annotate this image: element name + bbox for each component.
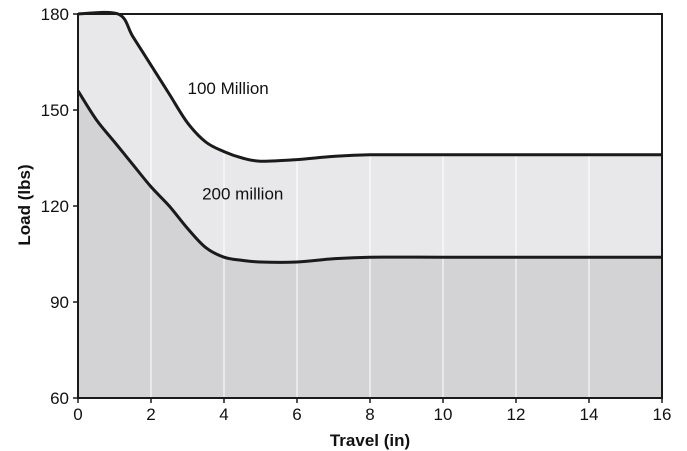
- x-tick-label: 16: [653, 405, 672, 424]
- grid-lines: [150, 14, 590, 398]
- x-tick-label: 6: [292, 405, 301, 424]
- series-line-100-million: [77, 10, 662, 163]
- x-tick-label: 14: [580, 405, 599, 424]
- x-tick-label: 8: [365, 405, 374, 424]
- y-axis-title: Load (lbs): [15, 164, 34, 245]
- x-tick-label: 10: [434, 405, 453, 424]
- y-tick-labels: 60 90 120 150 180: [41, 5, 78, 408]
- y-tick-label: 150: [41, 101, 69, 120]
- y-tick-label: 180: [41, 5, 69, 24]
- y-tick-label: 60: [50, 389, 69, 408]
- x-tick-labels: 0 2 4 6 8 10 12 14 16: [73, 398, 671, 424]
- series-lines: [76, 10, 662, 264]
- x-axis-title: Travel (in): [330, 431, 410, 450]
- x-tick-label: 12: [507, 405, 526, 424]
- x-tick-label: 0: [73, 405, 82, 424]
- y-tick-label: 120: [41, 197, 69, 216]
- series-line-200-million: [76, 89, 662, 264]
- x-tick-label: 4: [219, 405, 228, 424]
- series-annotation-2: 200 million: [202, 185, 283, 204]
- x-tick-label: 2: [146, 405, 155, 424]
- series-annotations: 100 Million 200 million: [188, 79, 284, 204]
- series-annotation-1: 100 Million: [188, 79, 269, 98]
- y-tick-label: 90: [50, 293, 69, 312]
